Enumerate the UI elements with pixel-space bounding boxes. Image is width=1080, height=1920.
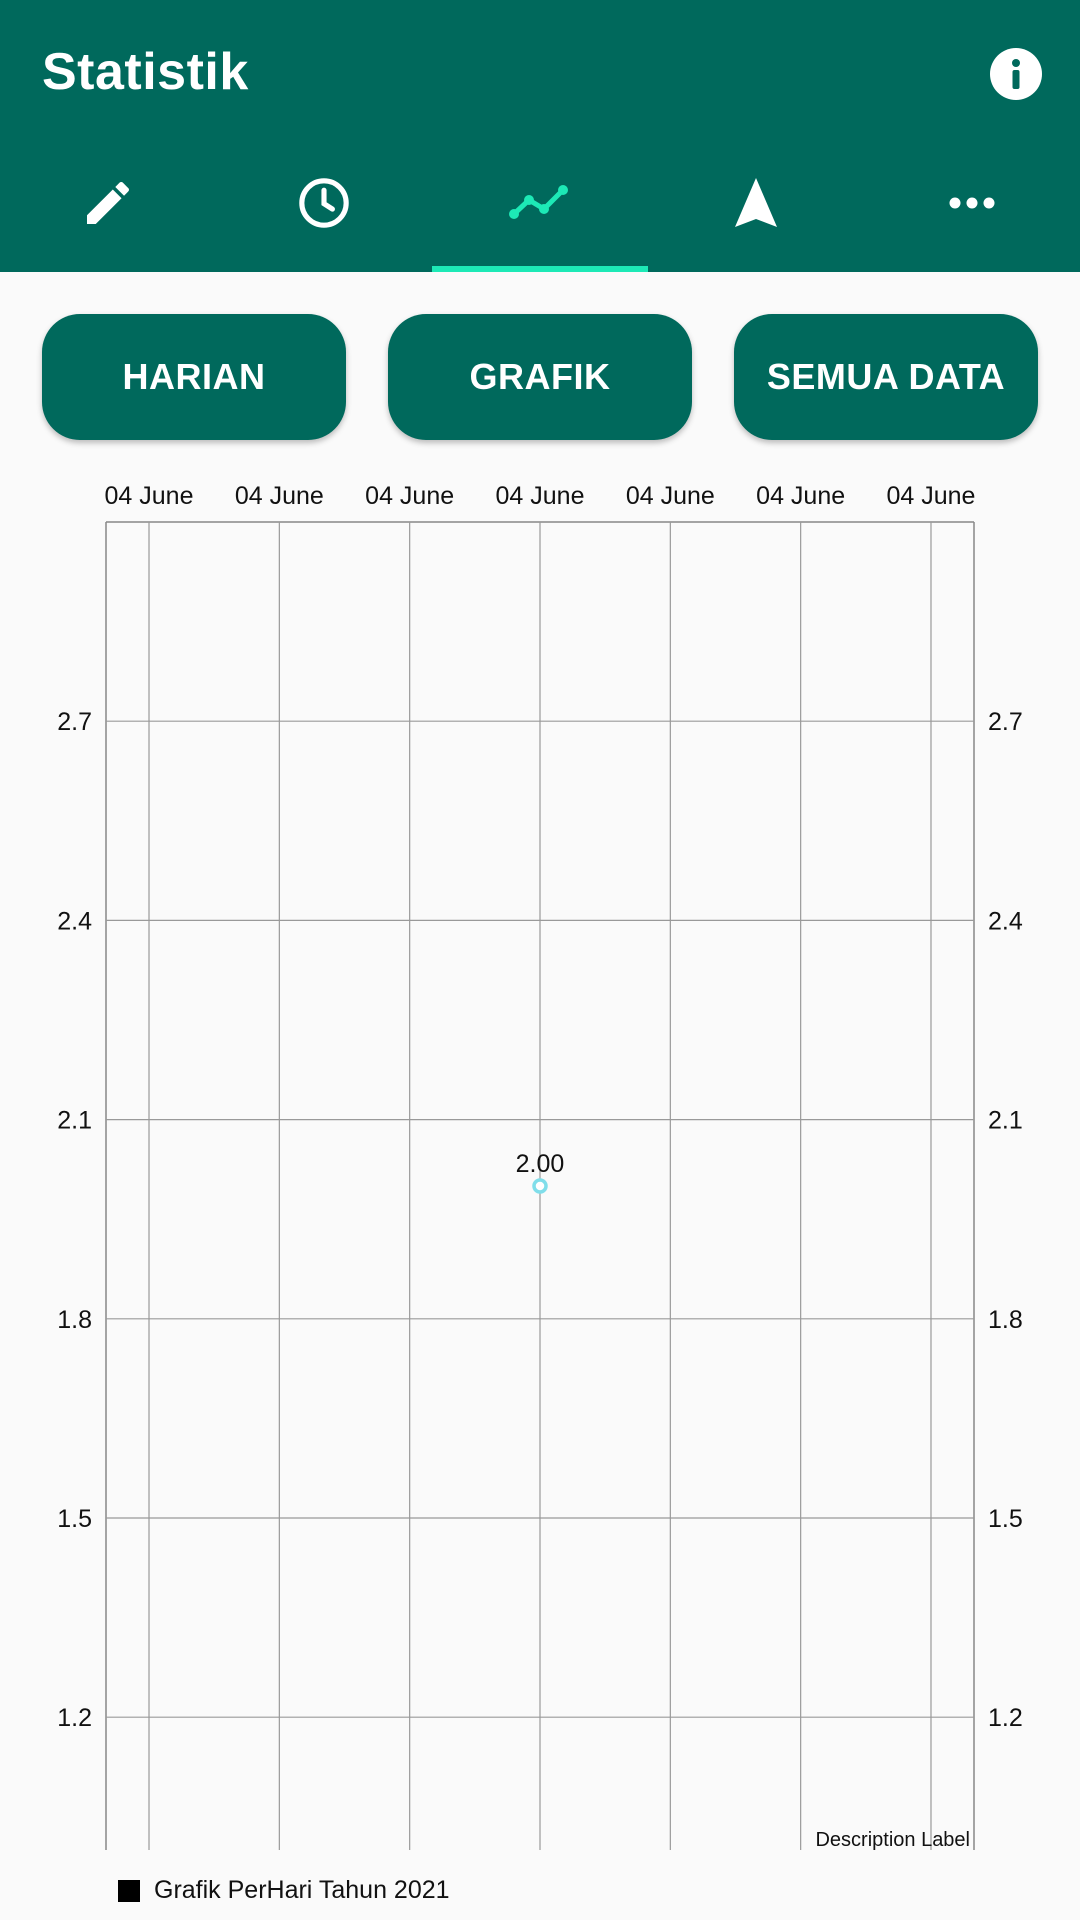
clock-icon bbox=[299, 178, 349, 228]
x-tick-label: 04 June bbox=[235, 482, 324, 510]
data-point bbox=[532, 1178, 548, 1194]
x-tick-label: 04 June bbox=[496, 482, 585, 510]
tab-edit[interactable] bbox=[0, 150, 216, 272]
y-tick-label-left: 2.4 bbox=[57, 907, 92, 935]
info-icon bbox=[990, 48, 1042, 100]
chart-description: Description Label bbox=[815, 1829, 970, 1851]
line-chart-icon bbox=[509, 185, 568, 219]
y-tick-label-right: 2.7 bbox=[988, 708, 1023, 736]
y-tick-label-left: 2.1 bbox=[57, 1107, 92, 1135]
chart-svg: 04 June 04 June 04 June 04 June 04 June 04 Ju… bbox=[57, 482, 1023, 1851]
y-tick-label-left: 1.5 bbox=[57, 1505, 92, 1533]
y-tick-label-right: 2.4 bbox=[988, 907, 1023, 935]
x-tick-label: 04 June bbox=[756, 482, 845, 510]
navigation-arrow-icon bbox=[735, 178, 777, 227]
daily-button[interactable]: HARIAN bbox=[42, 314, 346, 440]
y-tick-label-left: 1.2 bbox=[57, 1704, 92, 1732]
y-tick-label-right: 1.2 bbox=[988, 1704, 1023, 1732]
pencil-icon bbox=[87, 181, 130, 224]
x-tick-label: 04 June bbox=[365, 482, 454, 510]
tab-bar bbox=[0, 150, 1080, 272]
line-chart: 04 June 04 June 04 June 04 June 04 June 04 Ju… bbox=[0, 460, 1080, 1920]
tab-navigation[interactable] bbox=[648, 150, 864, 272]
page-title: Statistik bbox=[42, 43, 249, 101]
x-tick-label: 04 June bbox=[626, 482, 715, 510]
legend-label: Grafik PerHari Tahun 2021 bbox=[154, 1876, 450, 1904]
app-bar: Statistik bbox=[0, 0, 1080, 272]
legend-swatch bbox=[118, 1879, 140, 1902]
y-tick-label-left: 2.7 bbox=[57, 708, 92, 736]
y-tick-label-left: 1.8 bbox=[57, 1306, 92, 1334]
chart-legend: Grafik PerHari Tahun 2021 bbox=[118, 1876, 450, 1905]
more-horizontal-icon bbox=[949, 197, 995, 209]
tab-indicator bbox=[432, 266, 648, 272]
x-tick-label: 04 June bbox=[887, 482, 976, 510]
all-data-button[interactable]: SEMUA DATA bbox=[734, 314, 1038, 440]
data-value-label: 2.00 bbox=[516, 1150, 565, 1178]
tab-more[interactable] bbox=[864, 150, 1080, 272]
tab-history[interactable] bbox=[216, 150, 432, 272]
y-tick-label-right: 1.5 bbox=[988, 1505, 1023, 1533]
chart-button[interactable]: GRAFIK bbox=[388, 314, 692, 440]
info-button[interactable] bbox=[988, 46, 1044, 102]
x-tick-label: 04 June bbox=[105, 482, 194, 510]
y-tick-label-right: 1.8 bbox=[988, 1306, 1023, 1334]
tab-statistics[interactable] bbox=[432, 150, 648, 272]
y-tick-label-right: 2.1 bbox=[988, 1107, 1023, 1135]
